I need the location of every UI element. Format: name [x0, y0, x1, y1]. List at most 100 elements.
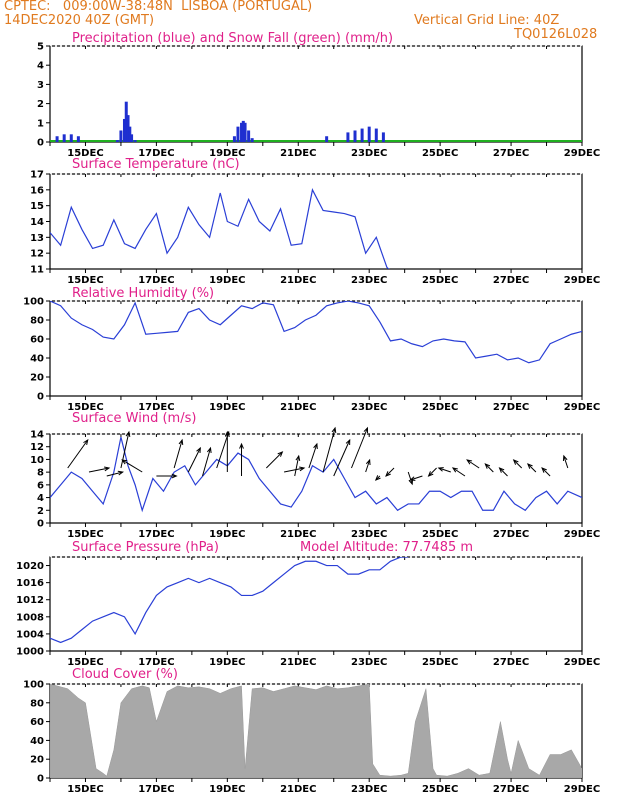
wind-arrow-head — [427, 471, 434, 477]
x-tick-label: 25DEC — [422, 275, 458, 286]
wind-arrow — [385, 467, 395, 477]
wind-arrow-head — [345, 438, 351, 446]
wind-arrow — [427, 467, 437, 477]
wind-arrow-shaft — [541, 467, 551, 477]
wind-arrow — [365, 458, 371, 473]
y-tick-label: 1020 — [16, 561, 44, 572]
wind-arrow-shaft — [202, 447, 211, 477]
x-tick-label: 19DEC — [209, 402, 245, 413]
y-tick-label: 4 — [37, 61, 44, 72]
panel-title: Surface Wind (m/s) — [72, 411, 196, 426]
precip-bar — [124, 101, 128, 142]
x-tick-label: 23DEC — [351, 275, 387, 286]
y-tick-label: 3 — [37, 80, 44, 91]
panel-title: Relative Humidity (%) — [72, 286, 214, 301]
precip-bar — [69, 134, 73, 142]
wind-arrow-shaft — [173, 439, 183, 469]
wind-arrow — [88, 466, 111, 473]
wind-arrow-shaft — [563, 455, 569, 469]
precip-bar — [374, 128, 378, 142]
precip-bar — [130, 134, 134, 142]
x-tick-label: 29DEC — [564, 529, 600, 540]
wind-arrow-shaft — [187, 447, 201, 473]
y-tick-label: 15 — [30, 201, 44, 212]
rh-series-line — [50, 301, 582, 364]
y-tick-label: 0 — [37, 392, 44, 403]
wind-arrow-head — [562, 454, 568, 462]
y-tick-label: 0 — [37, 519, 44, 530]
wind-arrow-head — [408, 478, 414, 486]
x-tick-label: 17DEC — [138, 657, 174, 668]
wind-arrow — [484, 463, 494, 473]
y-tick-label: 6 — [37, 480, 44, 491]
x-tick-label: 27DEC — [493, 275, 529, 286]
y-tick-label: 100 — [23, 297, 44, 308]
wind-arrow-shaft — [466, 459, 480, 469]
header-run: 14DEC2020 40Z (GMT) — [4, 13, 155, 28]
wind-arrow-head — [385, 471, 391, 477]
wind-arrow-shaft — [452, 467, 466, 477]
y-tick-label: 16 — [30, 185, 44, 196]
y-tick-label: 60 — [30, 335, 44, 346]
wind-arrow-head — [331, 426, 337, 434]
precip-bar — [76, 136, 80, 142]
y-tick-label: 1008 — [16, 612, 44, 623]
wind-arrow-head — [171, 473, 178, 479]
wind-arrow-shaft — [333, 439, 351, 477]
wind-arrow — [437, 467, 451, 473]
wind-arrow — [187, 446, 201, 473]
wind-arrow-shaft — [283, 467, 305, 473]
wind-arrow-head — [121, 459, 128, 465]
x-tick-label: 21DEC — [280, 657, 316, 668]
y-tick-label: 12 — [30, 442, 44, 453]
y-tick-label: 12 — [30, 249, 44, 260]
wind-arrow-shaft — [121, 459, 143, 473]
x-tick-label: 25DEC — [422, 529, 458, 540]
wind-arrow-head — [224, 430, 230, 437]
wind-arrow — [466, 459, 480, 469]
precip-bar — [346, 132, 350, 142]
wind-arrow-shaft — [88, 467, 110, 473]
panel-temp: Surface Temperature (nC) 11 12 13 14 15 16 17 15… — [30, 157, 600, 286]
precip-bar — [325, 136, 329, 142]
x-tick-label: 17DEC — [138, 529, 174, 540]
y-tick-label: 5 — [37, 42, 44, 53]
x-tick-label: 29DEC — [564, 657, 600, 668]
x-tick-label: 15DEC — [67, 402, 103, 413]
wind-arrow — [106, 470, 124, 477]
cloud-cover-area — [50, 684, 582, 778]
precip-bar — [240, 122, 244, 142]
wind-arrow-shaft — [410, 475, 423, 481]
plot-area — [50, 557, 409, 644]
header-code: TQ0126L028 — [514, 27, 598, 42]
x-tick-label: 23DEC — [351, 148, 387, 159]
wind-arrow-shaft — [428, 467, 437, 477]
wind-arrow-shaft — [308, 443, 318, 469]
x-tick-label: 25DEC — [422, 784, 458, 795]
x-tick-label: 15DEC — [67, 529, 103, 540]
pres-series-line — [50, 557, 409, 644]
wind-series-line — [50, 437, 582, 513]
wind-arrow-head — [451, 467, 458, 473]
wind-arrow — [526, 463, 537, 473]
x-tick-label: 23DEC — [351, 784, 387, 795]
wind-arrow — [67, 438, 89, 469]
y-tick-label: 1004 — [16, 629, 44, 640]
y-tick-label: 4 — [37, 493, 44, 504]
y-tick-label: 100 — [23, 680, 44, 691]
y-tick-label: 1000 — [16, 647, 44, 658]
wind-arrow-shaft — [499, 467, 508, 477]
x-tick-label: 17DEC — [138, 275, 174, 286]
wind-arrow — [121, 459, 143, 473]
y-tick-label: 20 — [30, 755, 44, 766]
wind-arrow — [265, 451, 284, 469]
x-tick-label: 15DEC — [67, 657, 103, 668]
wind-arrow-shaft — [407, 471, 413, 485]
y-tick-label: 1 — [37, 118, 44, 129]
model-altitude-label: Model Altitude: 77.7485 m — [300, 540, 473, 555]
x-tick-label: 19DEC — [209, 148, 245, 159]
wind-arrow-head — [104, 466, 111, 472]
wind-arrow — [120, 430, 131, 469]
x-tick-label: 23DEC — [351, 529, 387, 540]
x-tick-label: 19DEC — [209, 784, 245, 795]
